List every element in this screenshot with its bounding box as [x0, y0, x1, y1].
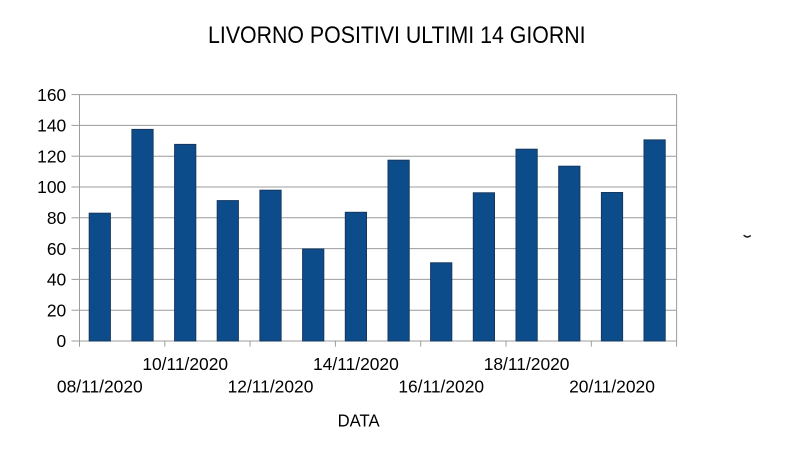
svg-text:120: 120	[37, 146, 66, 166]
svg-text:14/11/2020: 14/11/2020	[313, 354, 399, 374]
svg-text:100: 100	[37, 177, 66, 197]
svg-text:160: 160	[37, 85, 66, 105]
svg-text:60: 60	[47, 239, 66, 259]
svg-text:10/11/2020: 10/11/2020	[142, 354, 228, 374]
svg-text:140: 140	[37, 116, 66, 136]
svg-text:08/11/2020: 08/11/2020	[57, 376, 143, 396]
svg-text:16/11/2020: 16/11/2020	[398, 376, 484, 396]
svg-text:DATA: DATA	[338, 411, 380, 431]
svg-text:12/11/2020: 12/11/2020	[228, 376, 314, 396]
svg-text:20: 20	[47, 300, 66, 320]
svg-text:LIVORNO POSITIVI ULTIMI 14 GIO: LIVORNO POSITIVI ULTIMI 14 GIORNI	[208, 22, 586, 49]
svg-text:40: 40	[47, 270, 66, 290]
svg-text:20/11/2020: 20/11/2020	[569, 376, 655, 396]
svg-text:0: 0	[57, 331, 67, 351]
svg-text:80: 80	[47, 208, 66, 228]
svg-text:18/11/2020: 18/11/2020	[484, 354, 570, 374]
